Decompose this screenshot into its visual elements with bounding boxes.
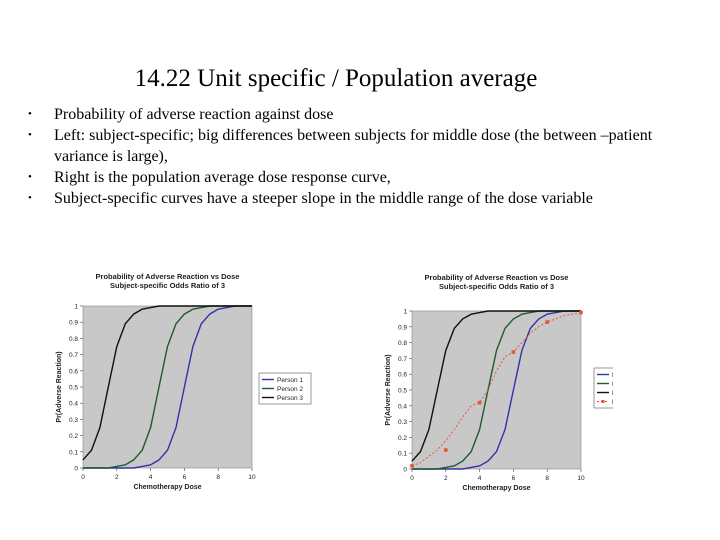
y-tick-label: 0.2 <box>398 435 407 442</box>
plot-area <box>82 305 253 469</box>
y-tick-label: 0.4 <box>398 403 407 410</box>
legend-marker <box>601 400 605 403</box>
y-tick-label: 0.6 <box>69 368 78 375</box>
y-tick-label: 0.5 <box>69 385 78 392</box>
x-tick-label: 8 <box>545 475 549 482</box>
series-marker <box>477 400 482 405</box>
chart-title: Probability of Adverse Reaction vs Dose <box>425 273 569 282</box>
bullet-text: Right is the population average dose res… <box>54 169 391 186</box>
bullet-list: • Probability of adverse reaction against… <box>26 104 666 209</box>
y-tick-label: 0.1 <box>69 449 78 456</box>
bullet-item: • Right is the population average dose re… <box>26 167 666 188</box>
bullet-text: Subject-specific curves have a steeper s… <box>54 190 593 207</box>
x-tick-label: 6 <box>183 474 187 481</box>
y-tick-label: 0.7 <box>69 352 78 359</box>
series-marker <box>444 448 448 452</box>
legend-label: Person 3 <box>277 395 303 402</box>
x-axis-label: Chemotherapy Dose <box>133 484 201 491</box>
bullet-glyph: • <box>28 129 32 141</box>
bullet-text: Probability of adverse reaction against … <box>54 106 334 123</box>
y-tick-label: 0.5 <box>398 388 407 395</box>
bullet-item: • Left: subject-specific; big differences… <box>26 125 666 167</box>
y-tick-label: 0.4 <box>69 401 78 408</box>
chart-subject-specific: Probability of Adverse Reaction vs Dose S… <box>48 264 314 497</box>
chart-population-average: Probability of Adverse Reaction vs Dose S… <box>381 264 643 513</box>
legend-label: Person 3 <box>612 390 613 397</box>
y-axis-label: Pr(Adverse Reaction) <box>385 354 392 425</box>
x-tick-label: 0 <box>81 474 85 481</box>
legend-label: Marginal <box>612 399 613 406</box>
y-tick-label: 0 <box>74 466 78 473</box>
legend-label: Person 2 <box>612 381 613 388</box>
bullet-item: • Probability of adverse reaction against… <box>26 104 666 125</box>
y-tick-label: 0.2 <box>69 433 78 440</box>
x-tick-label: 4 <box>149 474 153 481</box>
series-line <box>411 312 582 467</box>
legend-label: Person 1 <box>612 372 613 379</box>
y-tick-label: 0.1 <box>398 451 407 458</box>
chart-title: Probability of Adverse Reaction vs Dose <box>96 272 240 281</box>
bullet-glyph: • <box>28 108 32 120</box>
y-tick-label: 0.8 <box>398 340 407 347</box>
series-marker <box>579 310 583 315</box>
x-tick-label: 2 <box>115 474 119 481</box>
x-tick-label: 8 <box>216 474 220 481</box>
bullet-glyph: • <box>28 192 32 204</box>
series-line <box>411 310 581 462</box>
y-axis-label: Pr(Adverse Reaction) <box>56 351 63 422</box>
x-axis-label: Chemotherapy Dose <box>462 485 530 492</box>
chart-subtitle: Subject-specific Odds Ratio of 3 <box>439 282 554 291</box>
x-tick-label: 10 <box>577 475 585 482</box>
y-tick-label: 0.7 <box>398 356 407 363</box>
y-tick-label: 1 <box>403 309 407 316</box>
slide-title: 14.22 Unit specific / Population average <box>134 65 538 92</box>
legend-label: Person 1 <box>277 377 303 384</box>
bullet-item: • Subject-specific curves have a steeper … <box>26 188 666 209</box>
legend-label: Person 2 <box>277 386 303 393</box>
bullet-text: Left: subject-specific; big differences … <box>54 127 653 165</box>
plot-area <box>411 310 582 470</box>
y-tick-label: 0.8 <box>69 336 78 343</box>
bullet-glyph: • <box>28 171 32 183</box>
x-tick-label: 2 <box>444 475 448 482</box>
x-tick-label: 4 <box>478 475 482 482</box>
chart-subtitle: Subject-specific Odds Ratio of 3 <box>110 281 225 290</box>
y-tick-label: 0.9 <box>398 324 407 331</box>
x-tick-label: 10 <box>248 474 256 481</box>
y-tick-label: 0 <box>403 467 407 474</box>
y-tick-label: 0.3 <box>69 417 78 424</box>
y-tick-label: 0.6 <box>398 372 407 379</box>
x-tick-label: 6 <box>512 475 516 482</box>
series-marker <box>545 320 549 324</box>
y-tick-label: 1 <box>74 304 78 311</box>
chart-right-svg: Probability of Adverse Reaction vs DoseS… <box>381 264 643 508</box>
x-tick-label: 0 <box>410 475 414 482</box>
chart-left-svg: Probability of Adverse Reaction vs DoseS… <box>48 264 314 492</box>
series-line <box>82 305 252 461</box>
series-marker <box>410 464 414 468</box>
series-marker <box>511 350 516 354</box>
y-tick-label: 0.9 <box>69 320 78 327</box>
legend-box <box>258 372 312 405</box>
y-tick-label: 0.3 <box>398 419 407 426</box>
